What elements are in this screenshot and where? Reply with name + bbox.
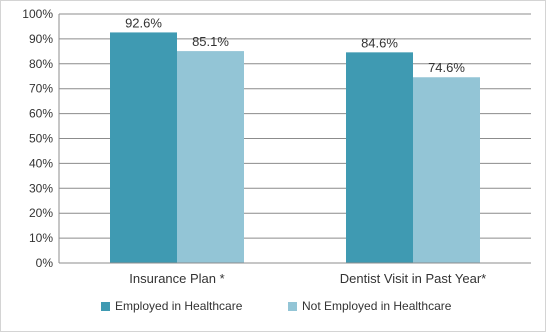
x-axis-category-labels: Insurance Plan * Dentist Visit in Past Ye…	[129, 271, 486, 286]
legend-label: Not Employed in Healthcare	[302, 299, 452, 313]
legend-label: Employed in Healthcare	[115, 299, 243, 313]
y-tick-label: 10%	[29, 231, 53, 245]
data-labels: 92.6% 85.1% 84.6% 74.6%	[125, 15, 465, 75]
data-label: 85.1%	[192, 34, 229, 49]
legend-swatch	[288, 302, 297, 311]
bar-employed-1	[346, 52, 413, 263]
legend-swatch	[101, 302, 110, 311]
y-tick-label: 40%	[29, 156, 53, 170]
y-tick-label: 80%	[29, 57, 53, 71]
legend: Employed in Healthcare Not Employed in He…	[101, 299, 452, 313]
data-label: 74.6%	[428, 60, 465, 75]
bar-not-employed-0	[177, 51, 244, 264]
category-label: Dentist Visit in Past Year*	[340, 271, 486, 286]
y-tick-label: 20%	[29, 206, 53, 220]
y-tick-label: 90%	[29, 32, 53, 46]
axes	[58, 14, 531, 264]
bar-not-employed-1	[413, 77, 480, 263]
data-label: 92.6%	[125, 15, 162, 30]
y-tick-label: 30%	[29, 181, 53, 195]
category-label: Insurance Plan *	[129, 271, 224, 286]
y-tick-label: 70%	[29, 82, 53, 96]
bars	[110, 32, 480, 264]
y-tick-label: 100%	[22, 7, 53, 21]
bar-employed-0	[110, 32, 177, 264]
y-axis-tick-labels: 0% 10% 20% 30% 40% 50% 60% 70% 80% 90% 100%	[22, 7, 53, 270]
data-label: 84.6%	[361, 35, 398, 50]
y-tick-label: 60%	[29, 107, 53, 121]
y-tick-label: 50%	[29, 132, 53, 146]
y-tick-label: 0%	[36, 256, 54, 270]
